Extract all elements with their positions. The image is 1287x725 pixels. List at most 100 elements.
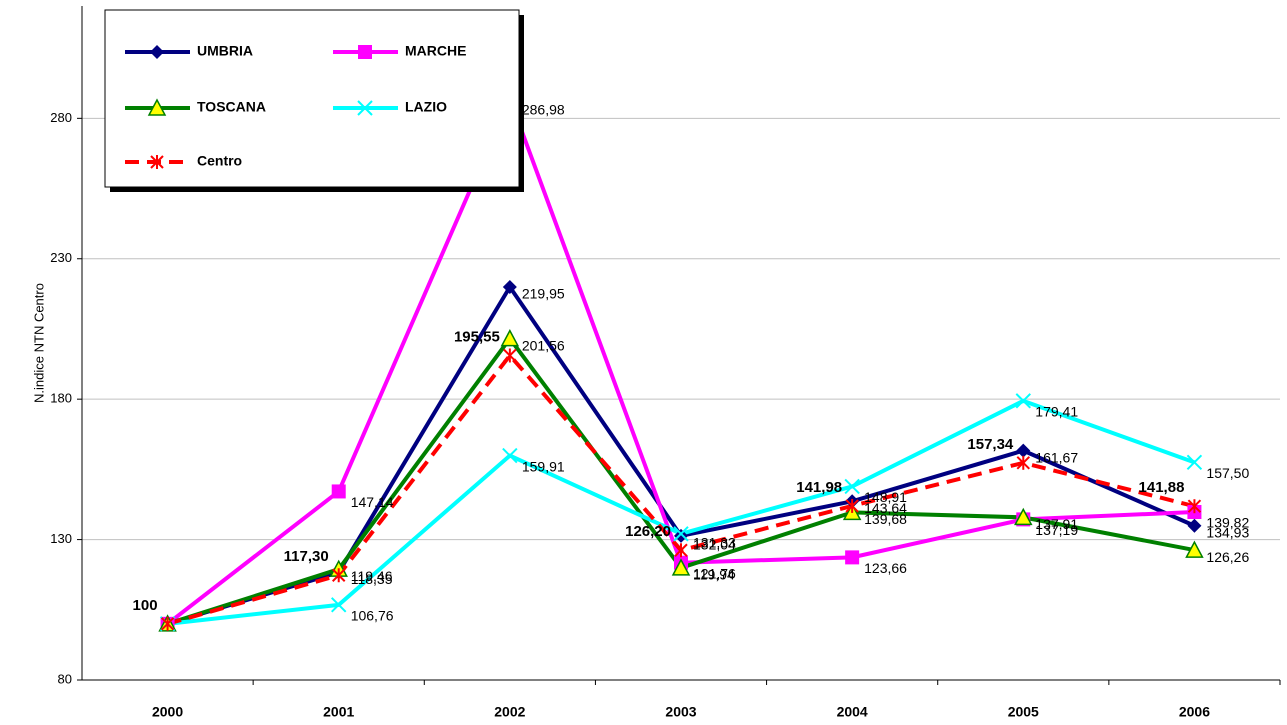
data-label: 121,76 <box>693 565 736 581</box>
data-label: 126,26 <box>1206 549 1249 565</box>
y-tick-label: 130 <box>50 531 72 546</box>
marker-shape <box>671 558 691 576</box>
data-label: 139,68 <box>864 511 907 527</box>
marker-shape <box>1015 393 1031 409</box>
data-point <box>844 478 860 495</box>
marker-shape <box>673 526 689 542</box>
data-point <box>674 543 688 558</box>
data-label: 137,91 <box>1035 516 1078 532</box>
data-label: 131,33 <box>693 535 736 551</box>
data-label: 141,98 <box>796 479 842 496</box>
data-point <box>673 526 689 542</box>
data-label: 195,55 <box>454 328 500 345</box>
legend-label: TOSCANA <box>197 99 266 115</box>
legend-label: Centro <box>197 153 242 169</box>
data-label: 161,67 <box>1035 449 1078 465</box>
y-tick-label: 230 <box>50 250 72 265</box>
data-label: 106,76 <box>351 608 394 624</box>
marker-shape <box>147 98 167 116</box>
marker-shape <box>844 478 860 495</box>
data-label: 117,30 <box>284 548 329 565</box>
data-label: 219,95 <box>522 286 565 302</box>
data-point <box>1187 499 1202 514</box>
legend-marker <box>150 45 164 59</box>
data-point <box>671 558 691 576</box>
x-tick-label: 2001 <box>323 704 354 720</box>
data-point <box>500 329 520 347</box>
data-point <box>1186 454 1203 471</box>
data-label: 179,41 <box>1035 404 1078 420</box>
data-label: 134,93 <box>1206 524 1249 540</box>
marker-shape <box>845 550 860 565</box>
data-point <box>502 447 518 464</box>
y-axis-label: N.indice NTN Centro <box>31 283 46 403</box>
y-tick-label: 280 <box>50 110 72 125</box>
legend-marker <box>150 155 164 169</box>
data-point <box>1016 443 1031 458</box>
legend-label: LAZIO <box>405 99 447 115</box>
marker-shape <box>357 100 373 116</box>
data-point <box>332 568 346 583</box>
legend: UMBRIA MARCHE TOSCANA LAZIO Centro <box>104 9 524 192</box>
marker-shape <box>1014 507 1033 526</box>
data-point <box>1015 393 1031 409</box>
data-label: 137,19 <box>1035 522 1078 538</box>
data-label: 100 <box>133 597 158 614</box>
marker-shape <box>331 597 347 613</box>
marker-shape <box>502 279 517 294</box>
data-label: 132,04 <box>693 537 736 553</box>
marker-shape <box>500 329 520 347</box>
data-label: 148,91 <box>864 489 907 505</box>
legend-marker <box>357 100 373 116</box>
data-point <box>845 550 860 565</box>
marker-shape <box>1186 454 1203 471</box>
data-point <box>331 597 347 613</box>
data-point <box>1187 518 1202 533</box>
x-tick-label: 2000 <box>152 704 183 720</box>
marker-shape <box>150 45 164 59</box>
marker-shape <box>674 528 688 543</box>
data-label: 201,56 <box>522 337 565 353</box>
data-label: 157,50 <box>1206 465 1249 481</box>
data-label: 141,88 <box>1139 479 1185 496</box>
marker-shape <box>331 484 346 499</box>
x-tick-label: 2003 <box>665 704 696 720</box>
data-label: 126,20 <box>625 523 671 540</box>
data-point <box>1016 455 1030 470</box>
data-point <box>674 528 688 543</box>
legend-label: UMBRIA <box>197 43 253 59</box>
data-point <box>160 616 175 631</box>
data-point <box>1185 540 1204 558</box>
legend-marker <box>358 45 372 59</box>
marker-shape <box>1016 443 1031 458</box>
data-point <box>1014 507 1033 526</box>
marker-shape <box>358 45 372 59</box>
data-label: 159,91 <box>522 458 565 474</box>
data-label: 119,46 <box>351 568 393 584</box>
data-label: 123,66 <box>864 560 907 576</box>
legend-box <box>104 9 520 188</box>
data-label: 119,94 <box>693 567 735 583</box>
legend-label: MARCHE <box>405 43 466 59</box>
y-tick-label: 80 <box>58 671 72 686</box>
y-tick-label: 180 <box>50 391 72 406</box>
x-tick-label: 2006 <box>1179 704 1210 720</box>
data-label: 157,34 <box>967 436 1014 453</box>
marker-shape <box>1187 518 1202 533</box>
data-label: 147,14 <box>351 494 394 510</box>
data-label: 118,35 <box>351 571 393 587</box>
data-point <box>331 484 346 499</box>
x-tick-label: 2005 <box>1008 704 1039 720</box>
x-tick-label: 2004 <box>837 704 868 720</box>
data-label: 139,82 <box>1206 515 1249 531</box>
data-point <box>502 279 517 294</box>
legend-marker <box>147 98 167 116</box>
marker-shape <box>1185 540 1204 558</box>
data-point <box>503 348 517 363</box>
data-point <box>845 498 859 513</box>
data-label: 286,98 <box>522 101 565 117</box>
x-tick-label: 2002 <box>494 704 525 720</box>
data-label: 143,64 <box>864 500 907 516</box>
marker-shape <box>502 447 518 464</box>
